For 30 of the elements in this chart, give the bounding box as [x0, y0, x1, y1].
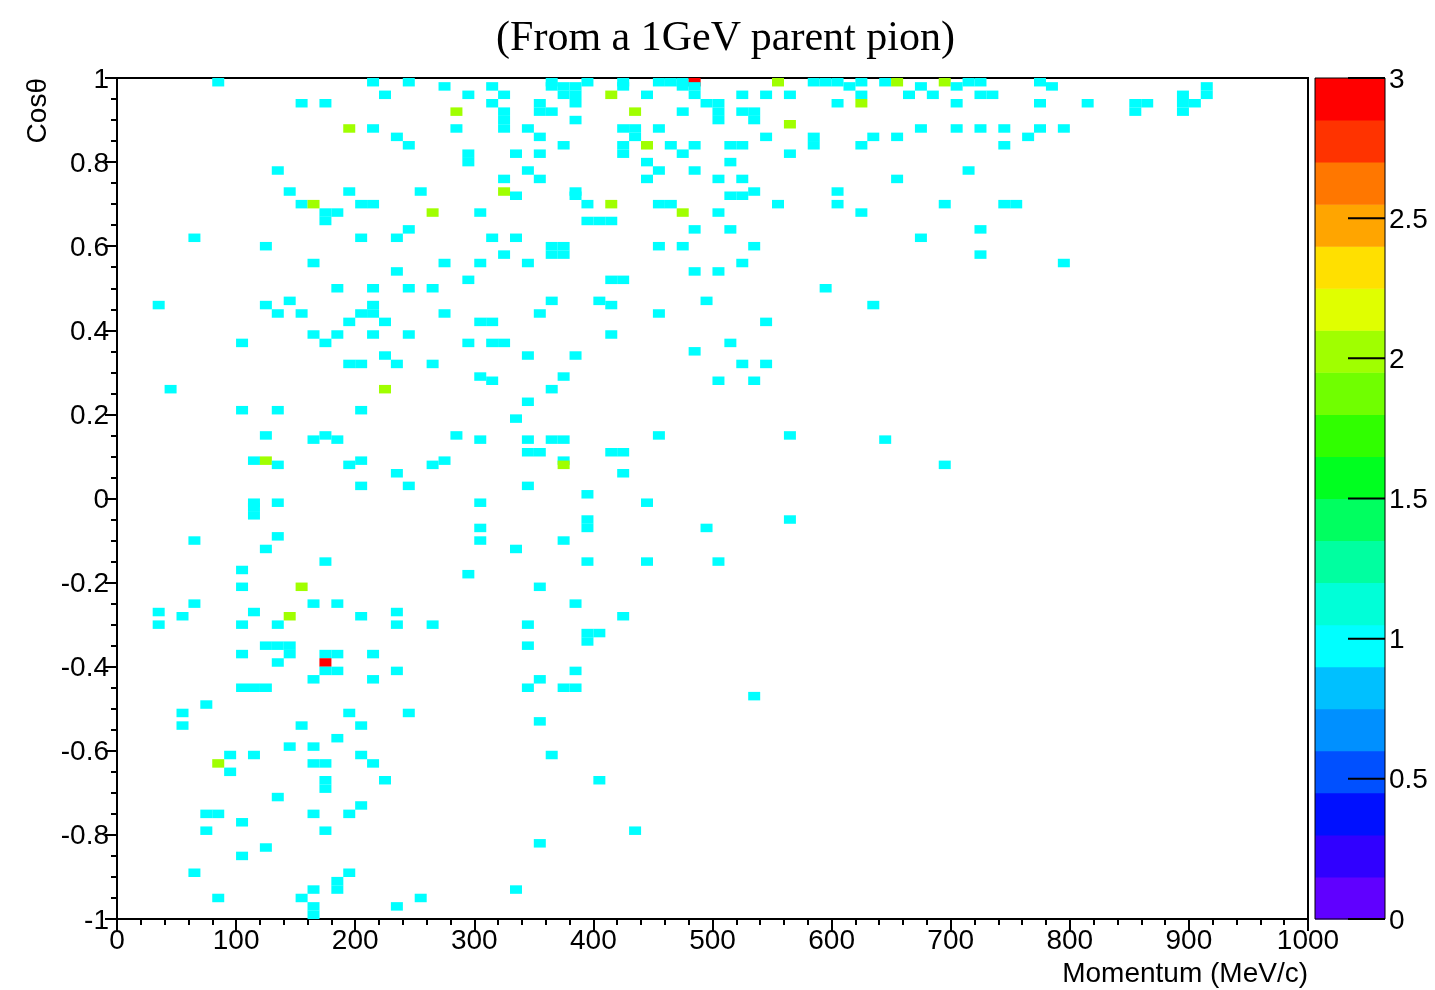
y-tick-label: -0.2 — [60, 567, 109, 599]
x-tick-label: 100 — [212, 923, 260, 955]
y-tick-label: 0.4 — [70, 314, 109, 346]
chart-title: (From a 1GeV parent pion) — [496, 13, 955, 60]
y-tick-label: -1 — [84, 903, 109, 935]
y-tick-label: -0.4 — [60, 651, 109, 683]
x-tick-label: 300 — [450, 923, 498, 955]
x-tick-label: 400 — [570, 923, 617, 955]
color-bar-label: 0 — [1389, 903, 1405, 935]
color-bar-label: 1.5 — [1389, 483, 1428, 514]
y-tick-label: 0.2 — [70, 398, 109, 430]
color-bar-label: 1 — [1389, 623, 1405, 655]
y-tick-label: 0.6 — [70, 230, 109, 262]
x-tick-label: 900 — [1165, 923, 1213, 955]
y-tick-label: -0.8 — [60, 819, 109, 851]
color-bar-label: 3 — [1389, 62, 1405, 94]
y-tick-label: 0.8 — [70, 146, 109, 178]
color-bar-label: 0.5 — [1389, 763, 1428, 795]
color-bar-label: 2 — [1389, 342, 1405, 374]
y-axis-title: Cosθ — [20, 78, 52, 144]
y-tick-label: -0.6 — [60, 735, 109, 767]
y-tick-label: 1 — [93, 62, 109, 94]
x-tick-label: 800 — [1046, 923, 1094, 955]
x-tick-label: 1000 — [1276, 923, 1340, 955]
x-tick-label: 700 — [927, 923, 975, 955]
x-tick-label: 500 — [689, 923, 736, 955]
x-axis-title: Momentum (MeV/c) — [1062, 956, 1308, 988]
color-bar-label: 2.5 — [1389, 202, 1428, 234]
x-tick-label: 600 — [808, 923, 855, 955]
x-tick-label: 200 — [331, 923, 379, 955]
